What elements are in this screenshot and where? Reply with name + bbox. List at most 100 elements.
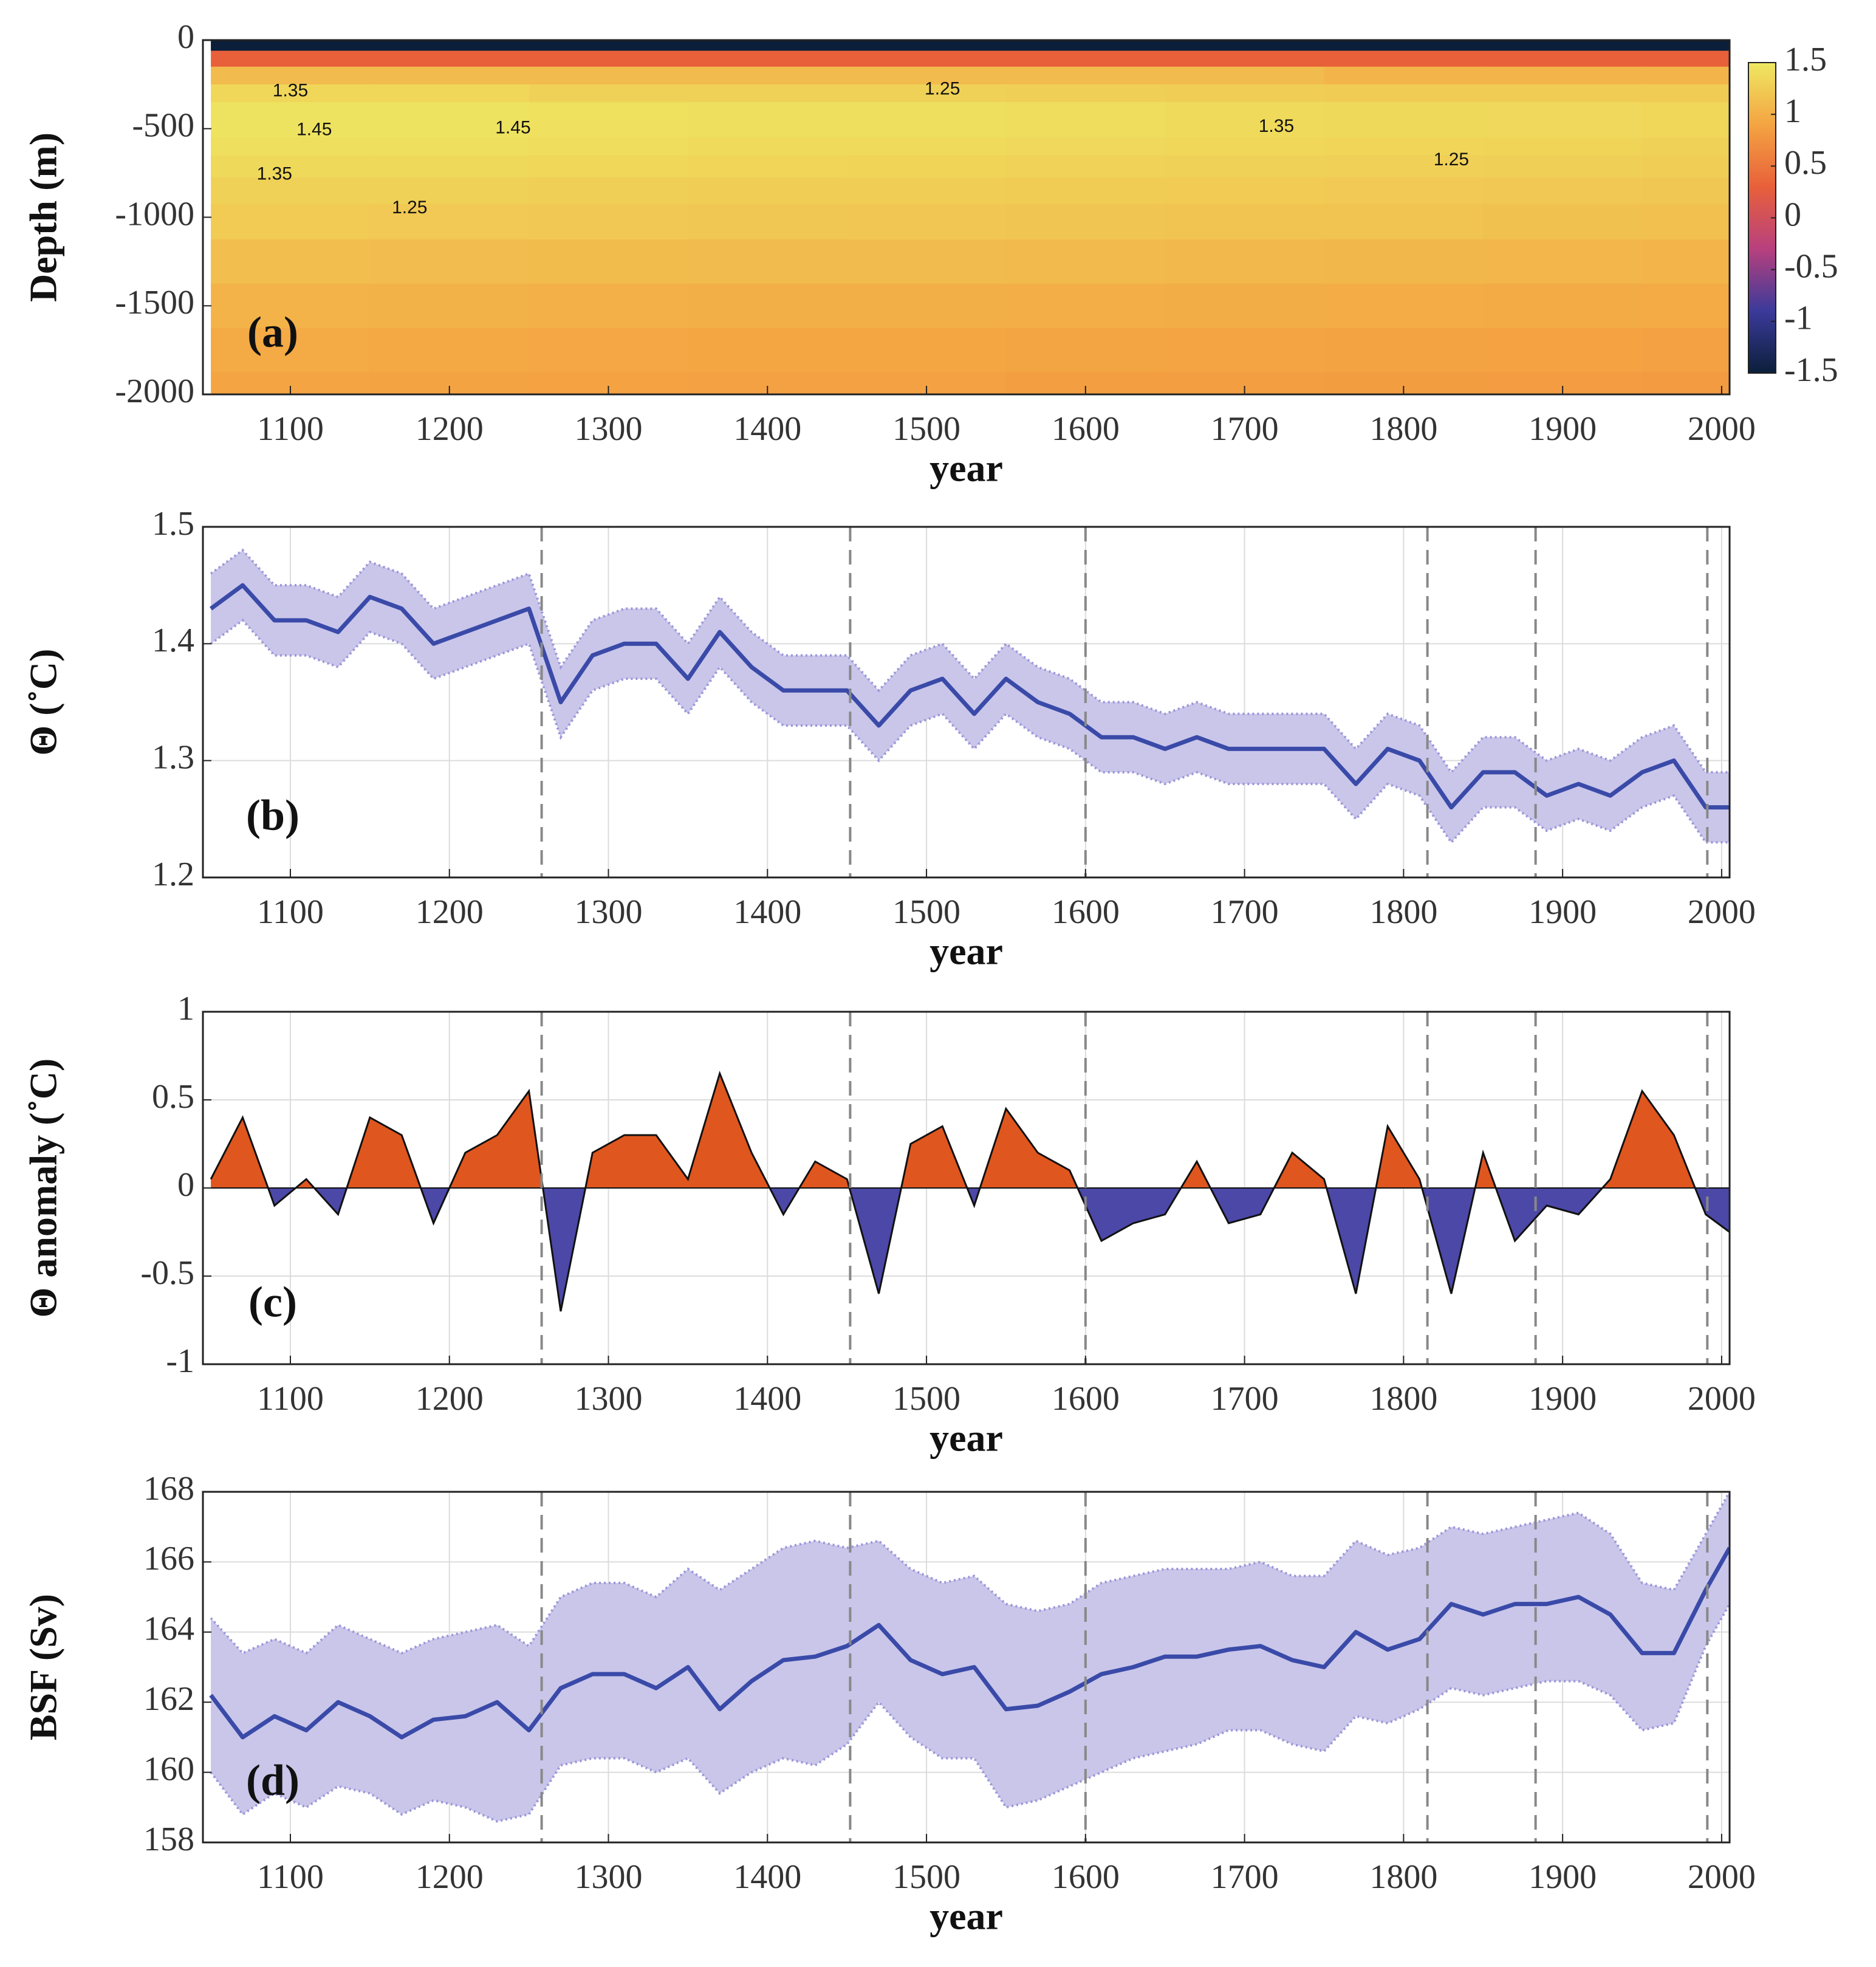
colorbar-tick-label: 1 — [1784, 92, 1801, 130]
y-tick-label: 160 — [143, 1750, 194, 1788]
x-tick-label: 1100 — [257, 410, 324, 448]
y-tick-label: -0.5 — [140, 1254, 194, 1292]
heat-cell — [1324, 177, 1484, 205]
heat-cell — [211, 328, 371, 373]
heat-cell — [1005, 50, 1166, 67]
plot-frame — [202, 39, 1731, 396]
x-axis-title: year — [929, 447, 1003, 490]
plot-area: 1.35 1.45 1.45 1.35 1.25 1.25 1.35 1.25 — [203, 40, 1730, 394]
heat-cell — [529, 84, 689, 103]
plot-frame — [202, 1491, 1731, 1844]
heat-cell — [1642, 84, 1730, 103]
heat-cell — [369, 204, 530, 240]
heat-cell — [1483, 239, 1643, 284]
mean-line — [210, 583, 1730, 810]
x-tick-label: 1900 — [1529, 410, 1597, 448]
panel: 1.2 1.3 1.4 1.5 1100 1200 1300 1400 1500 1600 1700… — [22, 505, 1756, 973]
heat-cell — [1642, 239, 1730, 284]
heat-cell — [688, 177, 848, 205]
y-axis-title: BSF (Sv) — [22, 1594, 65, 1740]
heat-cell — [529, 40, 689, 52]
heat-cell — [1642, 66, 1730, 85]
heat-cell — [211, 50, 371, 67]
heat-cell — [1642, 177, 1730, 205]
heat-cell — [1483, 328, 1643, 373]
heat-cell — [688, 102, 848, 121]
x-tick-label: 1800 — [1369, 1380, 1437, 1418]
heat-cell — [529, 204, 689, 240]
heat-cell — [211, 102, 371, 121]
heat-cell — [211, 239, 371, 284]
x-tick-label: 2000 — [1688, 1858, 1756, 1896]
panel-label: (c) — [248, 1278, 297, 1327]
y-tick-label: 168 — [143, 1470, 194, 1508]
x-axis-title: year — [929, 1416, 1003, 1460]
colorbar-tick-label: -1 — [1784, 300, 1813, 337]
x-tick-label: 1400 — [733, 410, 801, 448]
heat-cell — [1165, 120, 1325, 139]
x-tick-label: 1500 — [892, 1380, 960, 1418]
x-tick-label: 1800 — [1369, 410, 1437, 448]
heat-cell — [1324, 40, 1484, 52]
heat-cell — [688, 66, 848, 85]
x-tick-label: 1300 — [575, 410, 643, 448]
heat-cell — [369, 40, 530, 52]
contour-label: 1.25 — [925, 79, 960, 99]
heat-cell — [1642, 283, 1730, 329]
y-tick-label: 164 — [143, 1610, 194, 1648]
x-tick-label: 1400 — [733, 1858, 801, 1896]
x-tick-label: 1200 — [416, 893, 484, 931]
heat-cell — [529, 120, 689, 139]
heat-cell — [688, 155, 848, 178]
heat-cell — [847, 50, 1007, 67]
heat-cell — [1165, 328, 1325, 373]
heat-cell — [1483, 40, 1643, 52]
x-tick-label: 1100 — [257, 893, 324, 931]
x-tick-label: 1700 — [1211, 1858, 1279, 1896]
heat-cell — [1005, 328, 1166, 373]
heat-cell — [688, 328, 848, 373]
x-tick-label: 1800 — [1369, 893, 1437, 931]
x-tick-label: 1700 — [1211, 893, 1279, 931]
heat-cell — [211, 84, 371, 103]
heat-cell — [369, 137, 530, 156]
x-tick-label: 2000 — [1688, 893, 1756, 931]
band-edge — [210, 1492, 1730, 1655]
x-tick-label: 1700 — [1211, 1380, 1279, 1418]
heat-cell — [1165, 239, 1325, 284]
heat-cell — [847, 239, 1007, 284]
heat-cell — [847, 102, 1007, 121]
heat-cell — [369, 120, 530, 139]
panel: 158 160 162 164 166 168 1100 1200 1300 1400 1500 16… — [22, 1470, 1756, 1938]
heat-cell — [211, 204, 371, 240]
heat-cell — [1165, 66, 1325, 85]
x-axis-title: year — [929, 930, 1003, 973]
y-tick-label: -1500 — [115, 284, 194, 321]
y-tick-label: 0 — [177, 1166, 194, 1204]
heat-cell — [211, 120, 371, 139]
negative-area — [211, 1188, 1730, 1311]
heat-cell — [369, 177, 530, 205]
x-tick-label: 2000 — [1688, 410, 1756, 448]
heat-cell — [688, 84, 848, 103]
panel-label: (a) — [247, 308, 298, 357]
heat-cell — [1324, 155, 1484, 178]
x-tick-label: 1900 — [1529, 1858, 1597, 1896]
y-tick-label: 1.4 — [152, 622, 194, 659]
colorbar-tick-label: -1.5 — [1784, 351, 1838, 389]
heat-cell — [1324, 328, 1484, 373]
heat-cell — [1642, 40, 1730, 52]
heat-cell — [688, 283, 848, 329]
heat-cell — [847, 40, 1007, 52]
colorbar-tick-label: -0.5 — [1784, 248, 1838, 286]
x-tick-label: 1200 — [416, 1858, 484, 1896]
heat-cell — [1165, 50, 1325, 67]
heat-cell — [1165, 177, 1325, 205]
heat-cell — [1483, 204, 1643, 240]
heat-cell — [1005, 120, 1166, 139]
heat-cell — [1483, 120, 1643, 139]
heat-cell — [529, 177, 689, 205]
y-tick-label: 1.5 — [152, 505, 194, 543]
x-tick-label: 1300 — [575, 1858, 643, 1896]
